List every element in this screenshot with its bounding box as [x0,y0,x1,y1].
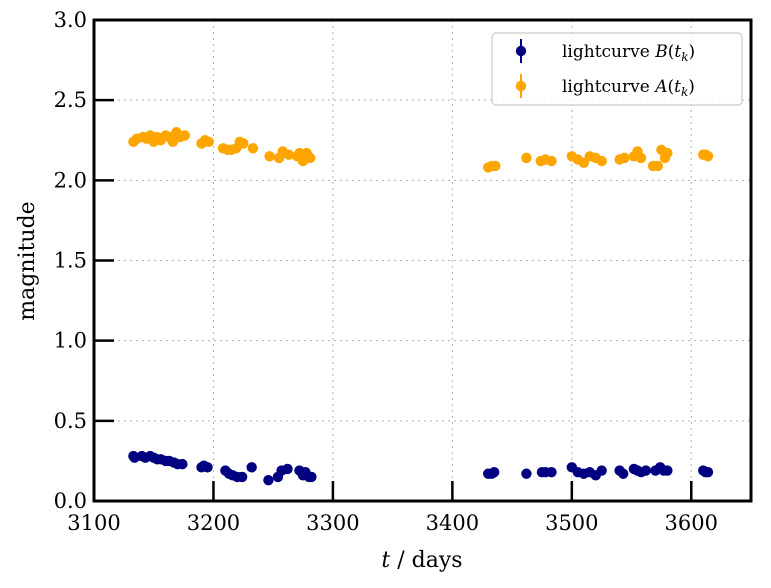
data-point [179,130,190,141]
data-point [488,466,500,478]
y-tick-label: 1.5 [54,249,87,273]
legend: lightcurve B(tk) lightcurve A(tk) [491,32,743,106]
y-axis-label: magnitude [15,201,40,320]
data-point [306,471,317,483]
x-axis-label: t / days [381,548,462,573]
data-points [128,127,714,486]
x-tick-label: 3200 [187,511,240,535]
data-point [247,143,259,154]
data-point [662,465,673,476]
series-b [128,450,714,486]
data-point [617,468,629,479]
data-point [202,462,213,473]
data-point [238,138,249,149]
data-point [263,474,274,486]
data-point [662,147,673,159]
x-tick-label: 3600 [665,511,718,535]
legend-entry: lightcurve B(tk) [515,39,695,64]
data-point [294,147,305,159]
y-tick-label: 2.0 [54,168,87,192]
data-point [521,152,532,164]
series-a [128,127,714,173]
data-point [177,458,188,470]
y-tick-label: 2.5 [54,88,87,112]
data-point [596,465,607,476]
data-point [236,471,248,483]
legend-box [491,32,743,106]
data-point [521,468,532,479]
data-point [490,160,501,172]
data-point [619,152,630,164]
data-point [305,152,316,164]
y-tick-label: 0.5 [54,409,87,433]
data-point [546,466,557,478]
data-point [203,136,214,148]
legend-label: lightcurve B(tk) [562,42,695,64]
legend-marker [515,45,527,57]
x-tick-label: 3300 [306,511,359,535]
data-point [640,465,652,476]
plot-frame [92,18,753,503]
data-point [635,152,647,164]
legend-entry: lightcurve A(tk) [515,74,695,99]
x-tick-label: 3100 [67,511,120,535]
y-tick-label: 3.0 [54,8,87,32]
x-tick-label: 3400 [426,511,479,535]
data-point [282,463,293,475]
y-tick-label: 1.0 [54,329,87,353]
x-tick-label: 3500 [545,511,598,535]
data-point [596,155,607,167]
data-point [246,462,257,473]
data-point [702,151,714,162]
legend-marker [515,80,527,92]
x-axis-label-rest: / days [390,548,462,573]
data-point [702,466,714,478]
data-point [264,151,275,162]
data-point [546,155,557,167]
data-point [283,149,294,160]
x-axis-label-var: t [381,548,390,573]
y-tick-label: 0.0 [54,489,87,513]
legend-label: lightcurve A(tk) [562,77,695,99]
data-point [652,160,664,172]
